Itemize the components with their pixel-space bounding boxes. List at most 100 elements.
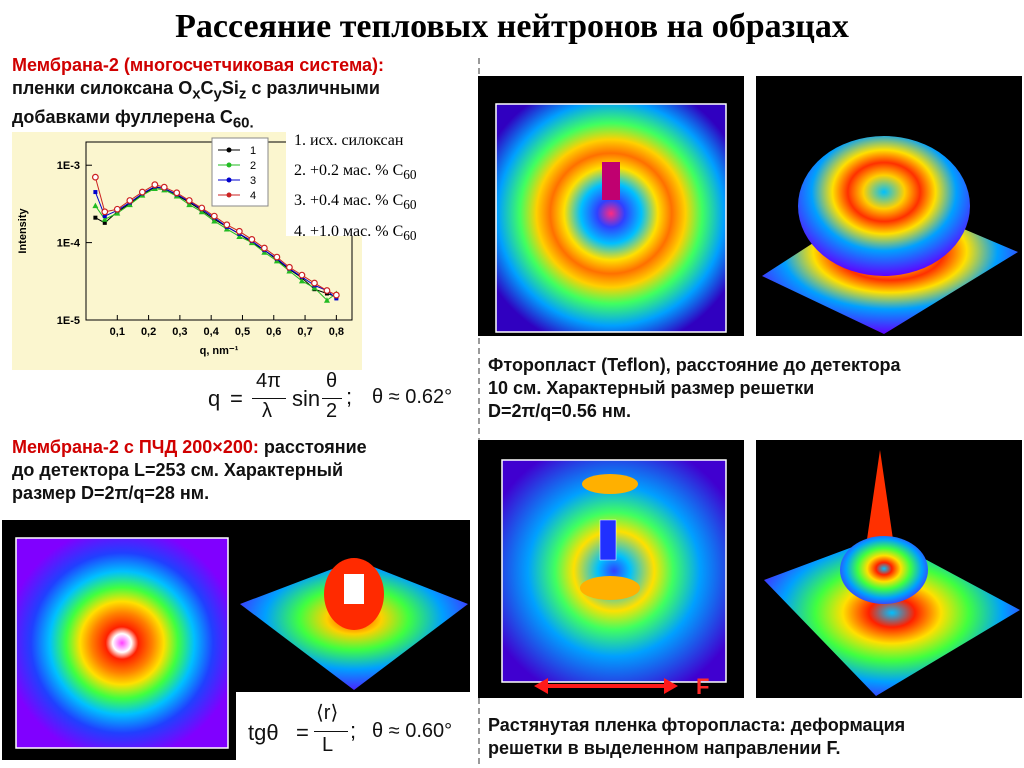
data-point	[198, 204, 206, 212]
formula-two: 2	[326, 400, 338, 422]
formula-eq: =	[230, 386, 243, 411]
chart-legend	[211, 137, 269, 207]
y-tick-label: 1E-5	[57, 315, 80, 327]
section1-text: Мембрана-2 (многосчетчиковая система): п…	[12, 54, 472, 134]
data-point	[298, 271, 306, 279]
data-point	[286, 267, 293, 274]
x-tick-label: 0,8	[329, 326, 344, 338]
formula-tg: tgθ	[248, 720, 279, 745]
detector-map-2d-membrane	[2, 520, 236, 760]
data-point	[126, 197, 134, 204]
formula-num: 4π	[256, 370, 281, 392]
x-tick-label: 0,3	[172, 326, 187, 338]
formula-q: q	[208, 386, 221, 411]
legend-label: 4	[250, 190, 256, 202]
force-direction-label: F	[696, 674, 709, 698]
data-point	[93, 190, 98, 195]
x-tick-label: 0,6	[266, 326, 281, 338]
caption-line: D=2π/q=0.56 нм.	[488, 401, 632, 421]
detector-map-3d-stretched	[756, 440, 1022, 698]
section1-heading: Мембрана-2 (многосчетчиковая система):	[12, 55, 385, 75]
formula-fraction-bar	[314, 731, 348, 732]
legend-marker	[226, 177, 232, 183]
data-point	[92, 202, 99, 209]
x-tick-label: 0,2	[141, 326, 156, 338]
caption-line: 10 см. Характерный размер решетки	[488, 378, 815, 398]
data-point	[198, 208, 205, 215]
x-tick-label: 0,5	[235, 326, 250, 338]
scattering-formula: q = 4π λ sin θ 2 ; θ ≈ 0.62°	[200, 370, 470, 430]
section2-text: Мембрана-2 с ПЧД 200×200: расстояние до …	[12, 436, 472, 505]
sample-list-item: 2. +0.2 мас. % C60	[294, 162, 417, 183]
data-point	[311, 284, 318, 291]
data-point	[332, 291, 340, 299]
data-point	[101, 208, 109, 216]
x-tick-label: 0,4	[204, 326, 220, 338]
x-tick-label: 0,7	[297, 326, 312, 338]
data-point	[138, 188, 146, 196]
data-point	[323, 297, 330, 303]
detector-map-2d-teflon	[478, 76, 744, 336]
data-point	[323, 287, 331, 294]
legend-label: 1	[250, 145, 256, 157]
legend-marker	[226, 162, 232, 168]
data-point	[114, 210, 121, 216]
data-point	[101, 216, 108, 222]
data-point	[286, 263, 293, 271]
data-point	[93, 215, 98, 220]
legend-marker	[226, 192, 232, 198]
data-point	[236, 233, 243, 239]
sample-list-item: 1. исх. силоксан	[294, 132, 404, 149]
data-point	[102, 214, 107, 219]
y-tick-label: 1E-4	[57, 238, 81, 250]
data-point	[91, 173, 99, 181]
formula-eq: =	[296, 720, 309, 745]
legend-marker	[226, 147, 232, 153]
y-axis-label: Intensity	[17, 208, 29, 254]
formula-fraction-bar	[252, 398, 286, 399]
data-point	[260, 244, 268, 252]
sample-list: 1. исх. силоксан 2. +0.2 мас. % C60 3. +…	[286, 128, 466, 243]
detector-map-3d-membrane	[236, 520, 470, 692]
intensity-chart-svg: 1E-5 1E-4 1E-3 0,1 0,2 0,3 0,4 0,5 0,6 0,7 0,8 q, n…	[17, 137, 353, 357]
page-title: Рассеяние тепловых нейтронов на образцах	[175, 8, 849, 45]
legend-label: 2	[250, 160, 256, 172]
section1-line3: добавками фуллерена C60.	[12, 106, 254, 132]
formula-fraction-bar	[322, 398, 342, 399]
caption-line: Фторопласт (Teflon), расстояние до детек…	[488, 355, 901, 375]
formula-den: λ	[262, 400, 272, 422]
section2-line1: Мембрана-2 с ПЧД 200×200: расстояние	[12, 437, 367, 457]
data-point	[211, 218, 218, 224]
data-point	[185, 197, 193, 204]
caption-stretched: Растянутая пленка фторопласта: деформаци…	[488, 714, 1018, 760]
detector-map-2d-stretched: F	[478, 440, 744, 698]
data-point	[210, 212, 218, 220]
section1-line2: пленки силоксана OxCySiz с различными	[12, 78, 380, 103]
data-point	[235, 227, 243, 235]
legend-label: 3	[250, 175, 256, 187]
angle-formula: tgθ = ⟨r⟩ L ; θ ≈ 0.60°	[240, 694, 472, 764]
caption-teflon: Фторопласт (Teflon), расстояние до детек…	[488, 354, 1018, 423]
formula-theta: θ	[326, 370, 338, 392]
column-divider	[478, 58, 480, 764]
formula-semicolon: ;	[346, 384, 353, 409]
detector-map-3d-teflon	[756, 76, 1022, 336]
data-point	[160, 183, 168, 191]
formula-theta-approx: θ ≈ 0.62°	[372, 386, 453, 408]
x-axis-label: q, nm⁻¹	[200, 345, 239, 357]
data-point	[273, 253, 281, 261]
y-tick-label: 1E-3	[57, 160, 80, 172]
data-point	[173, 189, 181, 197]
sample-list-item: 3. +0.4 мас. % C60	[294, 192, 417, 213]
data-point	[298, 277, 305, 284]
data-point	[113, 205, 121, 213]
formula-den: L	[322, 734, 334, 756]
formula-sin: sin	[292, 386, 321, 411]
formula-semicolon: ;	[350, 718, 357, 743]
data-point	[223, 221, 231, 229]
caption-line: решетки в выделенном направлении F.	[488, 738, 841, 758]
formula-theta-approx: θ ≈ 0.60°	[372, 720, 453, 742]
data-point	[311, 279, 318, 287]
data-point	[102, 220, 107, 225]
x-tick-label: 0,1	[110, 326, 125, 338]
